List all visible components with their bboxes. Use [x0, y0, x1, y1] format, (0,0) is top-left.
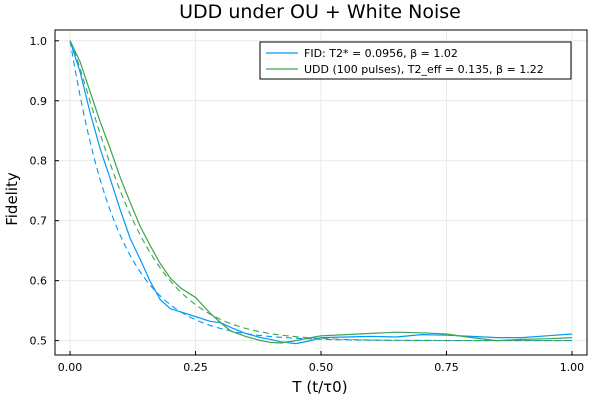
x-axis-label: T (t/τ0)	[291, 378, 347, 396]
y-tick-label: 0.6	[30, 275, 48, 288]
y-tick-label: 0.7	[30, 215, 48, 228]
series-line-0	[69, 40, 572, 345]
y-axis-label: Fidelity	[3, 172, 21, 226]
y-tick-label: 0.8	[30, 155, 48, 168]
x-axis-ticks: 0.00 0.25 0.50 0.75 1.00	[58, 351, 584, 374]
x-tick-label: 1.00	[560, 361, 585, 374]
series-line-1	[69, 40, 572, 344]
x-tick-label: 0.25	[183, 361, 208, 374]
x-tick-label: 0.50	[309, 361, 334, 374]
y-axis-ticks: 0.5 0.6 0.7 0.8 0.9 1.0	[30, 35, 59, 348]
x-tick-label: 0.75	[434, 361, 459, 374]
series-layer	[69, 40, 572, 345]
legend-label-fid: FID: T2* = 0.0956, β = 1.02	[304, 47, 458, 60]
legend-label-udd: UDD (100 pulses), T2_eff = 0.135, β = 1.…	[304, 63, 544, 76]
y-tick-label: 1.0	[30, 35, 48, 48]
legend: FID: T2* = 0.0956, β = 1.02 UDD (100 pul…	[259, 41, 572, 80]
chart-title: UDD under OU + White Noise	[179, 1, 461, 23]
y-tick-label: 0.9	[30, 95, 48, 108]
grid	[55, 30, 587, 355]
x-tick-label: 0.00	[58, 361, 83, 374]
fit-curve-3	[69, 40, 572, 342]
legend-box	[259, 41, 572, 80]
y-tick-label: 0.5	[30, 335, 48, 348]
